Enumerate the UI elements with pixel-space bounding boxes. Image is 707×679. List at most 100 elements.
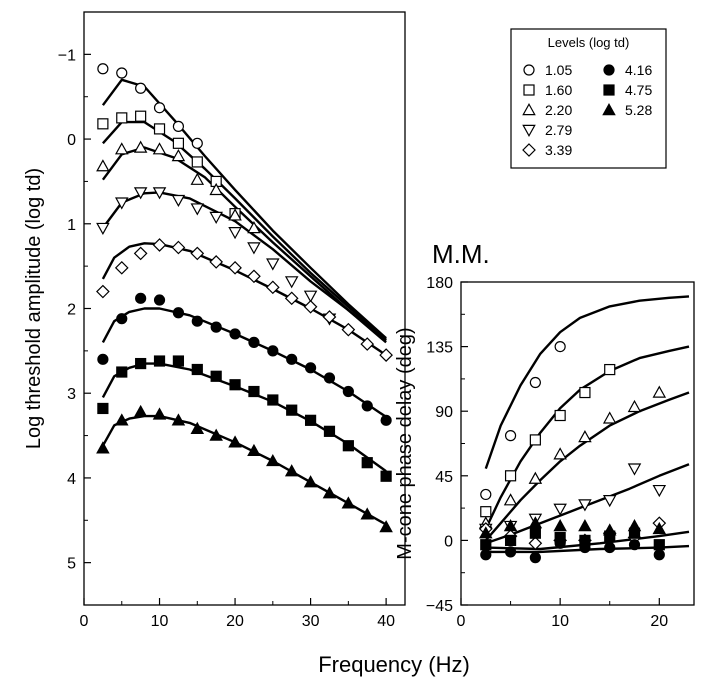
amplitude-point-4.16: [116, 313, 128, 325]
phase-y-axis-label: M-cone phase delay (deg): [394, 327, 416, 559]
amplitude-point-2.20: [96, 159, 110, 172]
phase-point-2.20: [602, 411, 617, 424]
amplitude-point-4.16: [304, 362, 317, 374]
amplitude-point-3.39: [114, 260, 129, 275]
amplitude-point-2.20: [133, 140, 148, 153]
amplitude-point-4.75: [172, 355, 185, 367]
amplitude-point-2.20: [171, 149, 186, 162]
amplitude-point-5.28: [322, 486, 337, 499]
phase-x-tick-label: 20: [650, 613, 668, 630]
amplitude-point-4.75: [135, 357, 147, 370]
amplitude-point-4.16: [342, 385, 354, 398]
phase-fit-line-low-a: [485, 530, 690, 551]
phase-point-5.28: [602, 523, 617, 536]
amplitude-point-1.05: [97, 63, 109, 75]
amplitude-point-5.28: [360, 507, 375, 520]
phase-point-2.20: [627, 399, 642, 413]
amplitude-point-2.20: [209, 182, 223, 196]
amplitude-point-5.28: [114, 413, 129, 426]
amplitude-point-4.75: [323, 425, 336, 437]
amplitude-x-tick-label: 30: [302, 613, 320, 630]
amplitude-x-tick-label: 40: [377, 613, 395, 630]
legend-marker-1.60: [523, 84, 535, 96]
amplitude-point-4.16: [153, 294, 166, 306]
phase-point-1.05: [504, 430, 517, 442]
amplitude-point-4.75: [380, 470, 392, 482]
amplitude-point-4.16: [229, 328, 241, 340]
amplitude-point-3.39: [209, 255, 224, 269]
amplitude-point-3.39: [133, 246, 148, 261]
amplitude-point-2.79: [152, 187, 167, 200]
phase-point-2.79: [627, 463, 642, 476]
phase-fit-line-2.20: [484, 391, 690, 542]
legend-label-2.20: 2.20: [545, 102, 572, 118]
amplitude-point-4.75: [361, 457, 373, 469]
amplitude-point-4.75: [267, 394, 279, 406]
amplitude-point-5.28: [133, 404, 148, 418]
amplitude-point-4.16: [267, 345, 279, 357]
phase-point-5.28: [652, 521, 667, 535]
amplitude-point-4.75: [191, 363, 203, 376]
amplitude-point-1.60: [172, 137, 185, 149]
phase-point-4.16: [604, 541, 616, 554]
phase-point-1.60: [529, 434, 541, 446]
phase-y-tick-label: 135: [426, 340, 453, 357]
amplitude-point-5.28: [284, 464, 299, 477]
amplitude-point-1.05: [116, 67, 128, 79]
phase-point-4.75: [504, 534, 517, 547]
phase-point-2.20: [503, 493, 518, 506]
legend-box: [510, 28, 667, 169]
phase-y-tick-label: 90: [435, 404, 453, 421]
amplitude-point-3.39: [284, 291, 299, 306]
amplitude-point-2.20: [228, 208, 242, 221]
amplitude-point-4.75: [304, 414, 317, 426]
phase-y-tick-label: 45: [435, 469, 453, 486]
amplitude-point-2.20: [152, 142, 167, 155]
amplitude-point-3.39: [228, 260, 242, 275]
phase-point-1.60: [480, 506, 492, 518]
x-axis-label: Frequency (Hz): [318, 652, 470, 677]
amplitude-y-tick-label: 4: [67, 471, 76, 488]
amplitude-point-4.75: [286, 404, 298, 416]
amplitude-y-axis-label: Log threshold amplitude (log td): [23, 168, 45, 449]
amplitude-y-tick-label: 1: [67, 217, 76, 234]
amplitude-point-4.75: [210, 370, 222, 382]
phase-point-1.60: [604, 363, 616, 376]
phase-point-5.28: [503, 519, 518, 532]
legend-title: Levels (log td): [548, 35, 630, 50]
legend-label-4.16: 4.16: [625, 62, 652, 78]
amplitude-point-2.79: [247, 242, 261, 255]
phase-point-2.20: [528, 471, 543, 484]
threshold-amplitude-chart: 0 10 20 30 40 −1 0 1 2 3 4 5 Log threshold amplitude…: [23, 11, 406, 630]
amplitude-point-4.16: [135, 292, 147, 304]
legend-marker-1.05: [523, 64, 535, 76]
phase-point-5.28: [578, 519, 592, 532]
amplitude-fit-line-2.20: [101, 146, 387, 344]
phase-point-5.28: [528, 516, 543, 529]
legend-label-1.05: 1.05: [545, 62, 572, 78]
legend-marker-2.20: [522, 103, 536, 116]
phase-fit-line-low-b: [485, 544, 690, 554]
legend-label-3.39: 3.39: [545, 142, 572, 158]
amplitude-fit-line-4.75: [101, 362, 387, 473]
amplitude-point-1.05: [135, 82, 147, 94]
amplitude-y-tick-label: 0: [67, 132, 76, 149]
amplitude-x-tick-label: 10: [151, 613, 169, 630]
phase-point-1.60: [554, 409, 566, 422]
amplitude-point-2.20: [114, 142, 129, 155]
phase-y-tick-label: 180: [426, 275, 453, 292]
phase-point-5.28: [479, 526, 493, 539]
phase-point-4.75: [480, 539, 492, 551]
amplitude-point-2.79: [171, 194, 186, 208]
amplitude-point-1.05: [191, 137, 203, 149]
phase-point-2.79: [578, 499, 592, 512]
amplitude-fit-line-2.79: [101, 191, 387, 342]
amplitude-point-2.79: [209, 211, 223, 224]
amplitude-point-5.28: [266, 454, 280, 467]
phase-point-4.16: [529, 552, 541, 564]
phase-x-tick-label: 10: [551, 613, 569, 630]
amplitude-point-4.75: [342, 440, 354, 452]
amplitude-fit-line-3.39: [101, 242, 387, 357]
amplitude-point-4.75: [97, 402, 109, 415]
